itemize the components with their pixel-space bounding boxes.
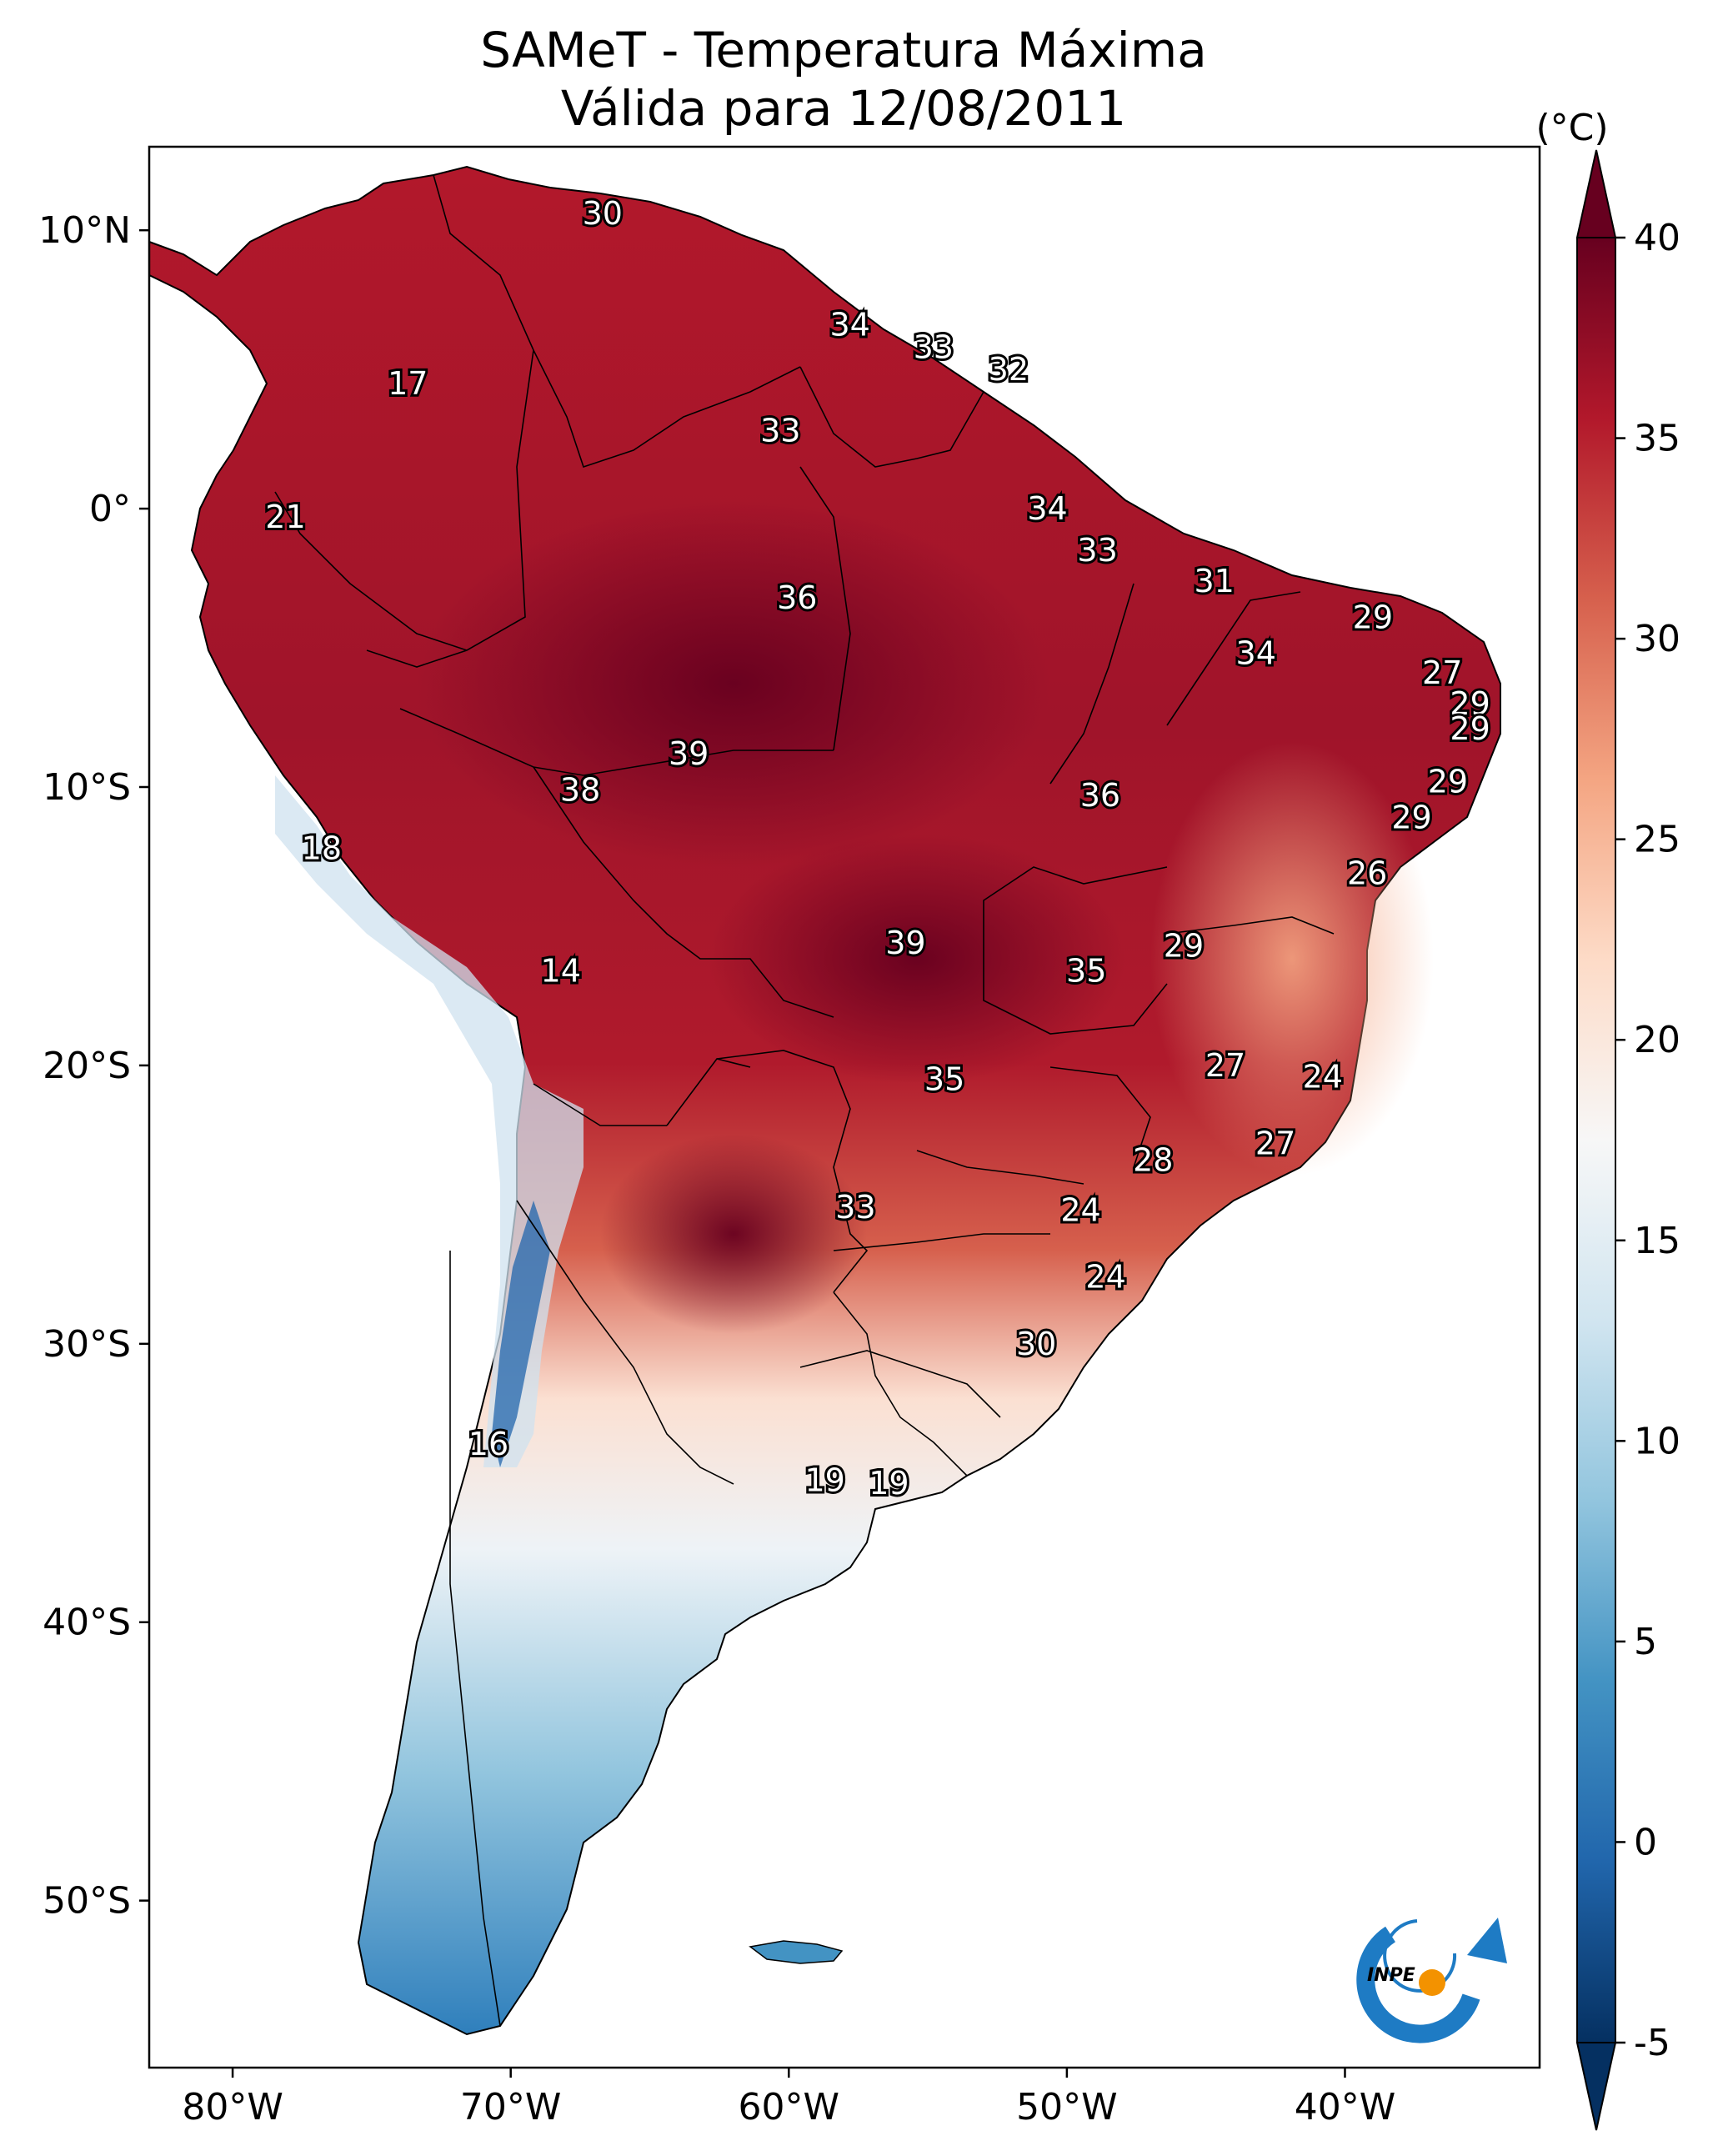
temperature-label: 39 [885,925,925,961]
temperature-label: 24 [1085,1259,1125,1296]
interior-heat-core-matogrosso [709,834,1125,1084]
colorbar-tick-label: 40 [1634,217,1680,259]
lon-tick-label: 40°W [1295,2086,1396,2128]
colorbar-ticks: 40 35 30 25 20 15 10 5 0 -5 [1615,217,1680,2064]
temperature-label: 30 [583,195,623,232]
temperature-label: 28 [1133,1141,1173,1178]
temperature-label: 30 [1016,1326,1056,1362]
lat-tick-label: 10°N [38,209,131,252]
latitude-axis: 10°N 0° 10°S 20°S 30°S 40°S 50°S [38,209,149,1923]
temperature-label: 34 [1236,635,1276,672]
lon-tick-label: 50°W [1016,2086,1118,2128]
temperature-label: 29 [1450,710,1490,747]
coastal-warm-zone [1150,742,1434,1176]
temperature-label: 34 [1027,490,1067,527]
logo-orbit [1383,1919,1457,1993]
colorbar-tick-label: 15 [1634,1220,1680,1262]
colorbar-tick-label: 5 [1634,1621,1657,1663]
colorbar-unit-label: (°C) [1535,107,1608,149]
map-subtitle-date: Válida para 12/08/2011 [561,80,1126,137]
longitude-axis: 80°W 70°W 60°W 50°W 40°W [182,2068,1395,2128]
temperature-label: 24 [1060,1192,1100,1229]
colorbar-tick-label: 30 [1634,618,1680,660]
temperature-label: 39 [669,735,709,772]
colorbar-tick-label: 35 [1634,418,1680,460]
temperature-label: 29 [1164,927,1204,964]
lat-tick-label: 50°S [43,1880,131,1923]
temperature-label: 35 [924,1061,964,1098]
temperature-label: 33 [914,328,954,365]
temperature-label: 38 [560,771,600,808]
temperature-label: 29 [1428,763,1468,800]
colorbar-scale [1576,237,1616,2043]
temperature-label: 33 [835,1189,875,1226]
map-plot-area: 3034333217333421333136293427292939293638… [149,147,1540,2068]
temperature-label: 16 [468,1426,508,1462]
temperature-label: 26 [1347,855,1387,892]
lat-tick-label: 0° [89,488,131,530]
colorbar-max-extension [1575,149,1617,238]
temperature-label: 33 [1077,532,1117,569]
temperature-label: 14 [541,952,581,989]
colorbar-tick-label: -5 [1634,2022,1670,2064]
temperature-label: 18 [302,830,342,866]
colorbar: (°C) 40 35 30 25 20 15 10 5 0 -5 [1535,107,1680,2131]
logo-swoosh [1356,1926,1480,2043]
colorbar-tick-label: 20 [1634,1019,1680,1061]
colorbar-tick-label: 0 [1634,1821,1657,1863]
inpe-logo: INPE [1356,1918,1507,2043]
temperature-label: 29 [1391,800,1431,836]
colorbar-tick-label: 10 [1634,1420,1680,1462]
logo-arrow-icon [1467,1918,1507,1963]
lat-tick-label: 20°S [43,1045,131,1087]
map-title: SAMeT - Temperatura Máxima [480,22,1207,78]
temperature-label: 31 [1195,563,1235,599]
interior-heat-core-amazon [417,500,1050,867]
temperature-label: 35 [1066,952,1106,989]
logo-sun [1419,1969,1445,1996]
logo-text: INPE [1367,1965,1415,1986]
temperature-label: 17 [388,365,428,402]
interior-heat-core-chaco [600,1134,867,1334]
temperature-label: 19 [869,1465,909,1502]
lon-tick-label: 80°W [182,2086,283,2128]
temperature-labels: 3034333217333421333136293427292939293638… [263,193,1492,1504]
lon-tick-label: 70°W [460,2086,562,2128]
temperature-label: 21 [265,499,305,535]
temperature-label: 32 [989,351,1029,388]
temperature-label: 27 [1205,1047,1245,1084]
temperature-label: 19 [804,1462,844,1498]
colorbar-min-extension [1575,2042,1617,2131]
colorbar-tick-label: 25 [1634,819,1680,861]
lat-tick-label: 40°S [43,1602,131,1644]
chile-cold-band [492,1201,550,1467]
temperature-label: 36 [1080,777,1120,814]
lat-tick-label: 10°S [43,766,131,809]
andes-cool-band [275,775,584,1467]
temperature-label: 27 [1255,1125,1295,1161]
temperature-label: 29 [1353,599,1393,635]
temperature-label: 29 [1450,685,1490,722]
temperature-label: 24 [1303,1058,1343,1095]
temperature-label: 36 [777,579,817,616]
political-borders [274,174,1335,2027]
temperature-label: 27 [1422,654,1462,691]
falkland-islands [749,1940,844,1964]
temperature-label: 34 [829,307,869,343]
temperature-label: 33 [760,413,800,449]
lon-tick-label: 60°W [739,2086,840,2128]
lat-tick-label: 30°S [43,1323,131,1366]
plot-frame [148,145,1541,2069]
